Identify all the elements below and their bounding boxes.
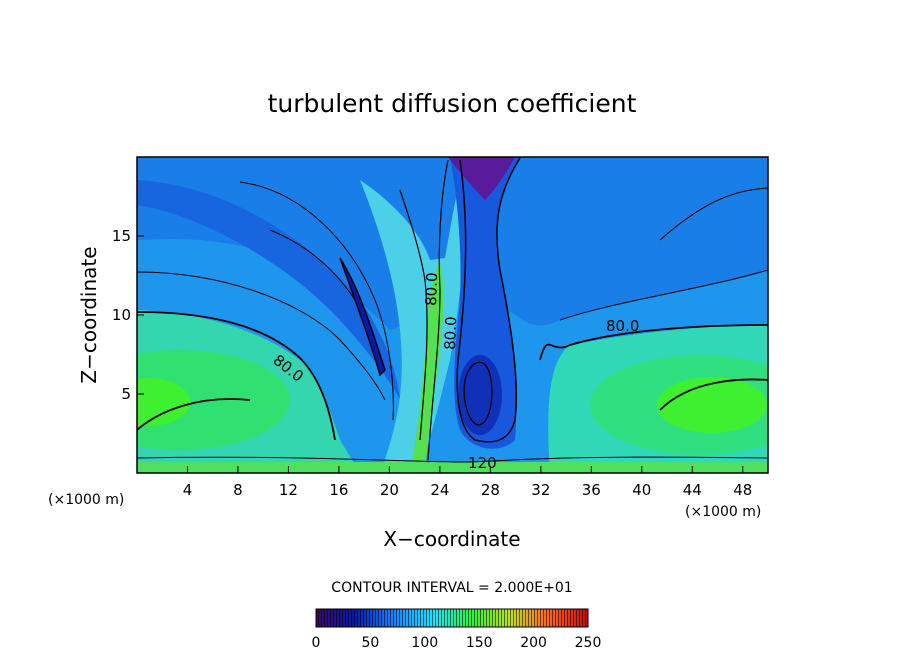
x-tick-label: 28 [481, 481, 500, 499]
y-tick-label: 5 [121, 385, 131, 403]
contour-label: 80.0 [422, 272, 441, 306]
x-unit-right: (×1000 m) [685, 504, 761, 520]
contour-line [659, 378, 768, 411]
y-tick-label: 15 [112, 227, 131, 245]
x-tick-label: 44 [683, 481, 702, 499]
x-tick-label: 16 [329, 481, 348, 499]
x-axis: 4 8 12 16 20 24 28 32 36 40 44 48 [183, 466, 752, 499]
contour-line [539, 324, 768, 361]
colorbar-tick-label: 50 [361, 635, 379, 651]
field-upper-dark [137, 180, 400, 400]
contour-line [427, 159, 449, 461]
contour-line [137, 398, 251, 431]
contour-line [659, 187, 768, 241]
field-central-column [360, 180, 465, 473]
contour-line [399, 189, 428, 441]
x-tick-label: 48 [733, 481, 752, 499]
x-tick-label: 24 [430, 481, 449, 499]
x-tick-label: 4 [183, 481, 193, 499]
chart-title: turbulent diffusion coefficient [268, 89, 637, 118]
field-green-streak [410, 262, 444, 473]
contour-label: 80.0 [441, 316, 460, 350]
x-tick-label: 40 [632, 481, 651, 499]
x-tick-label: 8 [233, 481, 243, 499]
contour-line [137, 456, 768, 463]
field-left-core [137, 378, 190, 426]
contour-interval-text: CONTOUR INTERVAL = 2.000E+01 [331, 580, 572, 596]
colorbar-stripes [316, 609, 588, 627]
y-axis: 5 10 15 [112, 227, 144, 403]
colorbar-ticks: 0 50 100 150 200 250 [312, 635, 602, 651]
colorbar-tick-label: 150 [466, 635, 493, 651]
contour-line [239, 181, 394, 421]
x-tick-label: 32 [531, 481, 550, 499]
contour-line [463, 361, 493, 426]
x-tick-label: 20 [380, 481, 399, 499]
contour-plot-area [137, 157, 768, 473]
x-tick-label: 36 [582, 481, 601, 499]
contour-line [456, 157, 521, 443]
field-top-minimum [448, 157, 515, 200]
colorbar-tick-label: 100 [411, 635, 438, 651]
x-axis-label: X−coordinate [383, 527, 520, 551]
colorbar-tick-label: 0 [312, 635, 321, 651]
field-surface-layer [137, 462, 768, 473]
contour-line [137, 271, 386, 401]
colorbar-tick-label: 250 [575, 635, 602, 651]
contour-label: 120 [468, 454, 497, 472]
contour-label: 80.0 [606, 317, 639, 335]
contour-line [137, 311, 336, 441]
field-right-core [657, 377, 767, 433]
contour-line [559, 269, 768, 321]
contour-line [339, 257, 386, 377]
colorbar-tick-label: 200 [520, 635, 547, 651]
x-unit-left: (×1000 m) [48, 492, 124, 508]
contour-lines [137, 157, 768, 463]
x-tick-label: 12 [279, 481, 298, 499]
y-tick-label: 10 [112, 306, 131, 324]
y-axis-label: Z−coordinate [77, 246, 101, 383]
